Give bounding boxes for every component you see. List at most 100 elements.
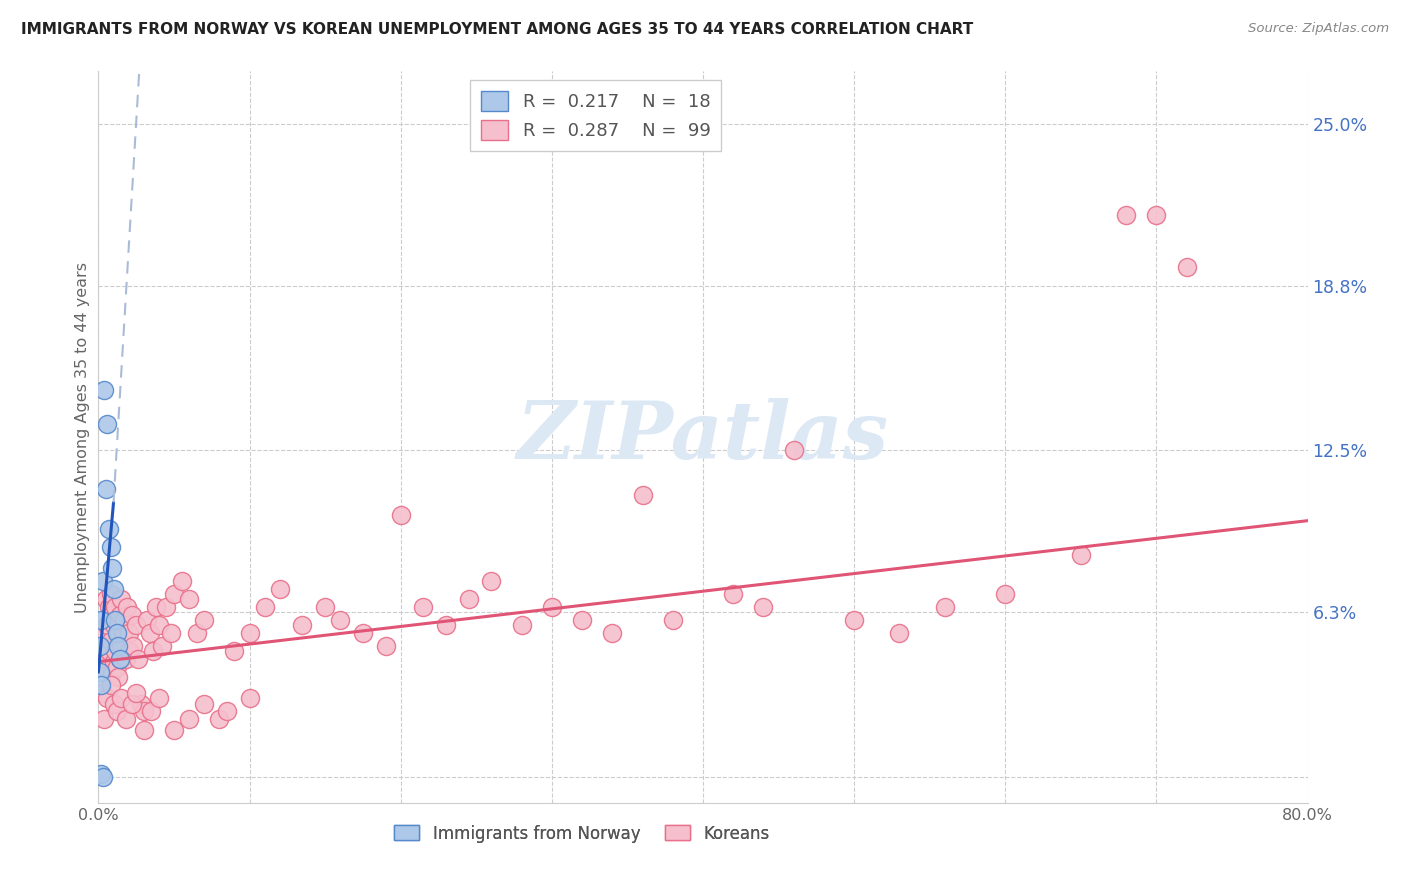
Point — [352, 626, 374, 640]
Point — [100, 678, 122, 692]
Point — [101, 665, 124, 680]
Point — [115, 599, 138, 614]
Point — [602, 626, 624, 640]
Point — [105, 660, 128, 674]
Point — [103, 582, 125, 596]
Point — [90, 613, 112, 627]
Point — [434, 618, 457, 632]
Point — [269, 582, 291, 596]
Point — [94, 483, 117, 497]
Point — [155, 599, 177, 614]
Point — [89, 665, 111, 680]
Point — [132, 723, 155, 737]
Point — [314, 599, 336, 614]
Point — [1175, 260, 1198, 275]
Point — [96, 691, 118, 706]
Point — [481, 574, 503, 588]
Point — [934, 599, 956, 614]
Point — [224, 644, 246, 658]
Point — [163, 587, 186, 601]
Point — [121, 697, 143, 711]
Point — [253, 599, 276, 614]
Point — [142, 644, 165, 658]
Point — [100, 633, 122, 648]
Point — [108, 652, 131, 666]
Point — [91, 770, 114, 784]
Point — [111, 626, 134, 640]
Legend: Immigrants from Norway, Koreans: Immigrants from Norway, Koreans — [388, 818, 776, 849]
Point — [132, 705, 155, 719]
Point — [994, 587, 1017, 601]
Point — [104, 613, 127, 627]
Point — [125, 618, 148, 632]
Point — [723, 587, 745, 601]
Point — [661, 613, 683, 627]
Point — [110, 639, 132, 653]
Point — [89, 639, 111, 653]
Point — [122, 639, 145, 653]
Point — [94, 660, 117, 674]
Point — [103, 618, 125, 632]
Point — [91, 686, 114, 700]
Point — [103, 697, 125, 711]
Point — [100, 587, 122, 601]
Point — [412, 599, 434, 614]
Point — [170, 574, 193, 588]
Point — [239, 626, 262, 640]
Point — [98, 521, 121, 535]
Point — [96, 652, 118, 666]
Point — [179, 712, 201, 726]
Point — [127, 652, 149, 666]
Point — [98, 599, 121, 614]
Point — [179, 592, 201, 607]
Point — [389, 508, 412, 523]
Point — [105, 705, 128, 719]
Point — [752, 599, 775, 614]
Point — [150, 639, 173, 653]
Point — [101, 560, 124, 574]
Point — [114, 652, 136, 666]
Point — [101, 607, 124, 622]
Point — [103, 655, 125, 669]
Point — [374, 639, 396, 653]
Point — [93, 712, 115, 726]
Point — [90, 678, 112, 692]
Point — [844, 613, 866, 627]
Point — [1144, 208, 1167, 222]
Point — [91, 574, 114, 588]
Point — [193, 613, 215, 627]
Point — [571, 613, 593, 627]
Point — [110, 691, 132, 706]
Point — [98, 644, 121, 658]
Point — [118, 626, 141, 640]
Point — [329, 613, 352, 627]
Point — [148, 618, 170, 632]
Point — [112, 613, 135, 627]
Point — [135, 613, 157, 627]
Point — [108, 652, 131, 666]
Point — [96, 417, 118, 431]
Point — [291, 618, 314, 632]
Point — [148, 691, 170, 706]
Point — [141, 705, 163, 719]
Y-axis label: Unemployment Among Ages 35 to 44 years: Unemployment Among Ages 35 to 44 years — [75, 261, 90, 613]
Point — [186, 626, 208, 640]
Point — [145, 599, 167, 614]
Point — [215, 705, 238, 719]
Point — [118, 644, 141, 658]
Point — [104, 644, 127, 658]
Point — [1115, 208, 1137, 222]
Point — [114, 712, 136, 726]
Text: ZIPatlas: ZIPatlas — [517, 399, 889, 475]
Point — [208, 712, 231, 726]
Point — [91, 626, 114, 640]
Point — [125, 686, 148, 700]
Point — [100, 540, 122, 554]
Point — [160, 626, 183, 640]
Point — [90, 767, 112, 781]
Point — [129, 697, 152, 711]
Point — [631, 487, 654, 501]
Point — [193, 697, 215, 711]
Point — [107, 670, 129, 684]
Point — [105, 626, 128, 640]
